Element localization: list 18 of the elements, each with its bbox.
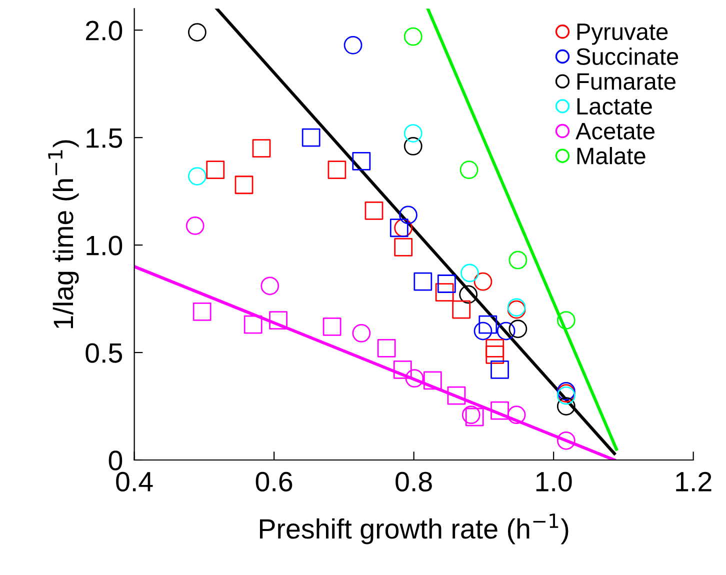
y-tick-label: 1.0 <box>86 236 122 256</box>
legend-label: Fumarate <box>577 73 676 90</box>
x-axis-title: Preshift growth rate (h$^{−1}$) <box>260 514 568 544</box>
y-tick-label: 0 <box>108 450 122 470</box>
x-tick-label: 1.0 <box>536 472 572 492</box>
x-tick-label: 1.2 <box>676 472 712 492</box>
y-tick-label: 2.0 <box>86 20 122 40</box>
x-tick-label: 0.6 <box>256 472 292 492</box>
x-tick-label: 0.8 <box>396 472 432 492</box>
y-tick-label: 1.5 <box>86 128 122 148</box>
legend-label: Succinate <box>576 48 678 65</box>
legend-label: Malate <box>577 147 646 164</box>
legend-label: Lactate <box>577 98 652 115</box>
x-tick-label: 0.4 <box>116 472 153 492</box>
y-axis-title: 1/lag time (h$^{−1}$) <box>48 140 79 328</box>
y-tick-label: 0.5 <box>86 343 122 363</box>
legend-label: Pyruvate <box>577 24 668 45</box>
legend-label: Acetate <box>576 123 654 140</box>
